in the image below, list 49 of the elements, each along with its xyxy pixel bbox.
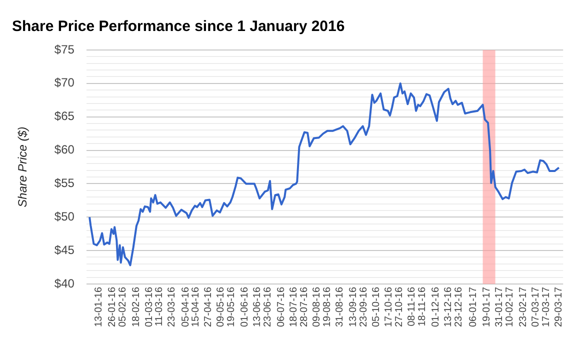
- y-tick-label: $70: [54, 76, 75, 90]
- x-tick-label: 17-10-16: [384, 286, 395, 327]
- x-tick-label: 13-01-16: [94, 286, 105, 327]
- x-tick-label: 18-11-16: [417, 286, 428, 326]
- x-tick-label: 19-01-17: [482, 286, 493, 327]
- x-tick-label: 19-08-16: [322, 286, 334, 327]
- x-tick-label: 27-04-16: [203, 286, 214, 327]
- x-tick-label: 05-10-16: [371, 286, 382, 327]
- x-tick-label: 05-04-16: [180, 286, 192, 327]
- y-tick-label: $50: [54, 209, 75, 224]
- x-tick-label: 28-07-16: [299, 286, 310, 327]
- x-tick-label: 06-01-17: [468, 286, 480, 327]
- x-tick-label: 11-03-16: [154, 286, 166, 326]
- x-tick-label: 29-03-17: [554, 286, 565, 327]
- x-tick-label: 19-05-16: [226, 286, 238, 327]
- x-tick-label: 23-03-16: [166, 286, 178, 327]
- y-tick-label: $75: [54, 42, 75, 56]
- y-tick-label: $55: [54, 176, 75, 190]
- x-tick-label: 13-09-16: [348, 286, 360, 327]
- x-tick-label: 01-12-16: [430, 286, 442, 327]
- x-tick-label: 15-04-16: [190, 286, 202, 327]
- x-tick-label: 23-06-16: [262, 286, 274, 327]
- x-tick-label: 13-06-16: [252, 286, 264, 327]
- x-tick-label: 13-12-16: [443, 286, 454, 327]
- x-tick-label: 23-12-16: [454, 286, 465, 327]
- x-tick-label: 08-11-16: [406, 286, 418, 326]
- x-tick-label: 01-06-16: [240, 286, 251, 327]
- x-tick-label: 17-03-17: [541, 286, 552, 327]
- x-tick-label: 31-08-16: [334, 286, 346, 327]
- x-tick-label: 31-01-17: [494, 286, 506, 327]
- y-tick-label: $65: [54, 109, 75, 124]
- x-tick-label: 01-03-16: [144, 286, 155, 327]
- x-tick-label: 07-03-17: [530, 286, 542, 327]
- x-tick-label: 26-01-16: [107, 286, 118, 327]
- x-tick-label: 23-09-16: [358, 286, 370, 327]
- y-tick-label: $60: [54, 142, 75, 157]
- chart-title: Share Price Performance since 1 January 2016: [12, 18, 345, 36]
- y-tick-label: $45: [54, 242, 75, 257]
- x-tick-label: 09-05-16: [216, 286, 227, 327]
- y-tick-label: $40: [54, 276, 75, 290]
- x-tick-label: 18-02-16: [131, 286, 142, 327]
- x-tick-label: 05-02-16: [118, 286, 129, 327]
- x-tick-label: 27-10-16: [394, 286, 406, 327]
- x-tick-label: 23-02-17: [518, 286, 530, 327]
- x-tick-label: 18-07-16: [288, 286, 300, 327]
- x-tick-label: 06-07-16: [276, 286, 288, 327]
- x-tick-label: 09-08-16: [312, 286, 323, 327]
- x-tick-label: 10-02-17: [504, 286, 516, 327]
- y-axis-title: Share Price ($): [16, 126, 30, 208]
